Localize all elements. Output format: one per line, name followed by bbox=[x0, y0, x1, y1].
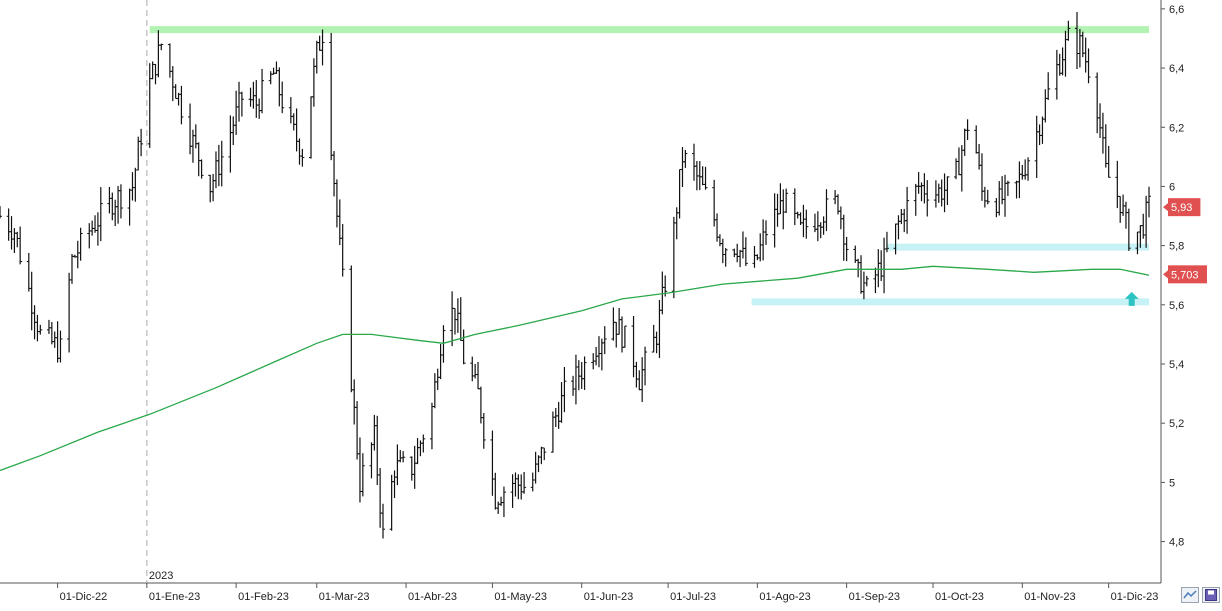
x-tick-label: 01-Jun-23 bbox=[584, 591, 634, 603]
year-label: 2023 bbox=[149, 570, 173, 582]
x-tick-label: 01-Dic-22 bbox=[60, 591, 108, 603]
chart-zoom-icon[interactable] bbox=[1181, 587, 1199, 603]
last-price-badge-label: 5,93 bbox=[1171, 202, 1192, 214]
x-tick-label: 01-Dic-23 bbox=[1111, 591, 1159, 603]
y-tick-label: 6 bbox=[1169, 181, 1175, 193]
y-tick-label: 6,2 bbox=[1169, 122, 1184, 134]
y-tick-label: 5,6 bbox=[1169, 300, 1184, 312]
y-tick-label: 6,6 bbox=[1169, 4, 1184, 16]
last-price-badge bbox=[1168, 198, 1201, 217]
moving-average-badge bbox=[1168, 265, 1207, 284]
x-tick-label: 01-Nov-23 bbox=[1024, 591, 1075, 603]
save-disk-icon[interactable] bbox=[1202, 587, 1220, 603]
moving-average-line bbox=[0, 265, 1150, 472]
x-tick-label: 01-Oct-23 bbox=[935, 591, 984, 603]
x-tick-label: 01-Sep-23 bbox=[849, 591, 900, 603]
moving-average-badge-label: 5,703 bbox=[1171, 269, 1199, 281]
moving-average-badge-pointer bbox=[1163, 270, 1168, 279]
y-tick-label: 5,4 bbox=[1169, 359, 1184, 371]
y-tick-label: 5 bbox=[1169, 477, 1175, 489]
x-tick-label: 01-Feb-23 bbox=[238, 591, 289, 603]
x-tick-label: 01-Jul-23 bbox=[670, 591, 716, 603]
x-tick-label: 01-Abr-23 bbox=[408, 591, 457, 603]
x-tick-label: 01-Mar-23 bbox=[319, 591, 370, 603]
y-tick-label: 6,4 bbox=[1169, 63, 1184, 75]
y-tick-label: 5,2 bbox=[1169, 418, 1184, 430]
up-arrow-annotation bbox=[1124, 291, 1139, 306]
x-tick-label: 01-Ago-23 bbox=[759, 591, 810, 603]
last-price-badge-pointer bbox=[1163, 203, 1168, 212]
x-tick-label: 01-Ene-23 bbox=[149, 591, 200, 603]
y-tick-label: 5,8 bbox=[1169, 241, 1184, 253]
y-tick-label: 4,8 bbox=[1169, 537, 1184, 549]
x-tick-label: 01-May-23 bbox=[494, 591, 547, 603]
